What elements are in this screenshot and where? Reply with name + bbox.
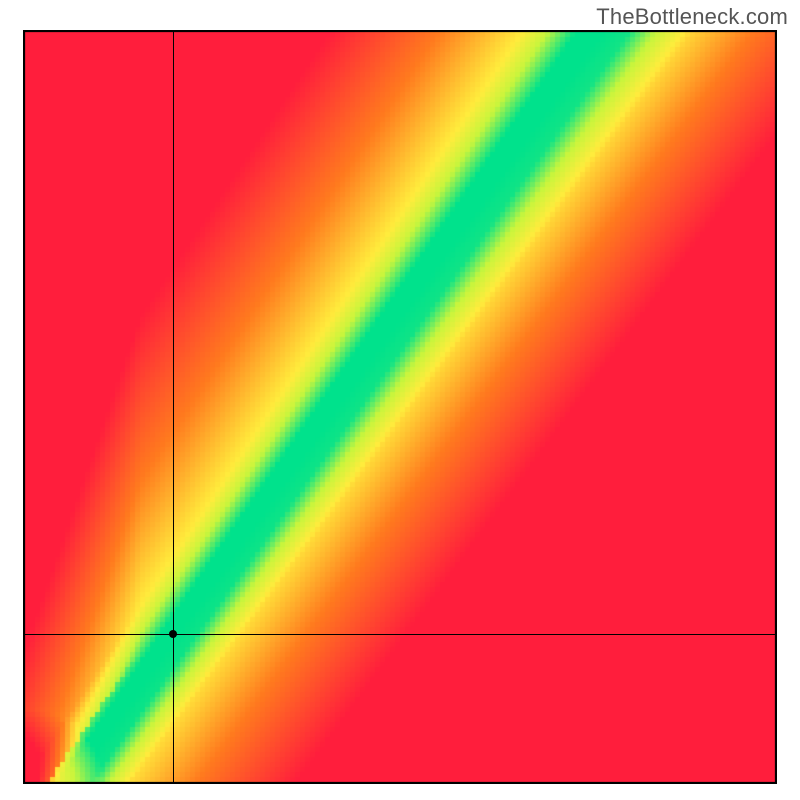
watermark-text: TheBottleneck.com <box>596 4 788 30</box>
chart-container: TheBottleneck.com <box>0 0 800 800</box>
crosshair-marker <box>169 630 177 638</box>
heatmap-plot <box>23 30 777 784</box>
crosshair-vertical <box>173 32 174 782</box>
heatmap-canvas <box>23 30 777 784</box>
crosshair-horizontal <box>25 634 775 635</box>
